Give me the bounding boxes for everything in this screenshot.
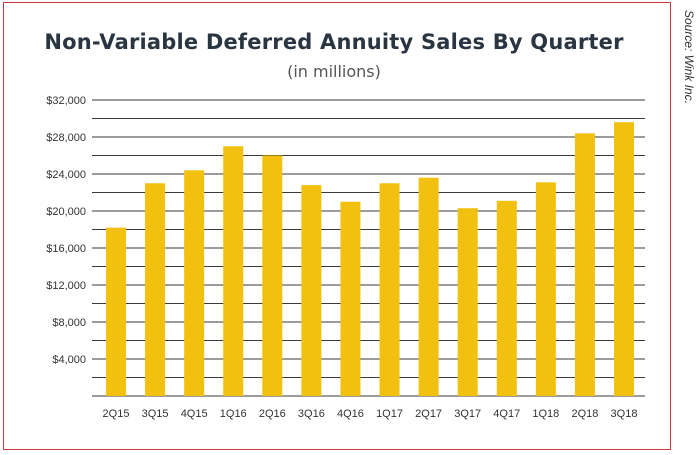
- x-tick-label: 3Q16: [298, 408, 325, 420]
- y-tick-label: $12,000: [46, 280, 86, 292]
- y-tick-label: $16,000: [46, 243, 86, 255]
- x-tick-label: 3Q17: [454, 408, 481, 420]
- bar-3q16: [301, 185, 322, 396]
- gridlines: [92, 99, 645, 397]
- x-tick-label: 4Q15: [181, 408, 208, 420]
- x-tick-label: 1Q16: [220, 408, 247, 420]
- bar-3q15: [145, 183, 166, 396]
- bar-4q16: [340, 201, 361, 396]
- x-tick-label: 4Q16: [337, 408, 364, 420]
- bar-4q17: [496, 200, 517, 396]
- bar-1q17: [379, 183, 400, 396]
- chart-title: Non-Variable Deferred Annuity Sales By Q…: [44, 30, 624, 54]
- bar-3q17: [457, 208, 478, 396]
- x-tick-label: 2Q16: [259, 408, 286, 420]
- x-tick-label: 3Q15: [142, 408, 169, 420]
- bar-1q16: [223, 146, 244, 396]
- chart-subtitle: (in millions): [287, 62, 381, 81]
- y-tick-label: $28,000: [46, 132, 86, 144]
- bar-2q17: [418, 177, 439, 396]
- x-tick-label: 2Q17: [415, 408, 442, 420]
- bar-1q18: [535, 182, 556, 396]
- y-tick-label: $20,000: [46, 206, 86, 218]
- chart-frame: [3, 2, 671, 450]
- y-tick-label: $4,000: [52, 354, 86, 366]
- x-axis-ticks: 2Q15 3Q15 4Q15 1Q16 2Q16 3Q16 4Q16 1Q17 2Q17 3Q17…: [103, 408, 638, 420]
- x-tick-label: 2Q18: [571, 408, 598, 420]
- x-tick-label: 1Q18: [532, 408, 559, 420]
- x-tick-label: 4Q17: [493, 408, 520, 420]
- bar-2q15: [106, 227, 126, 396]
- source-note: Source: Wink Inc.: [682, 10, 696, 104]
- bar-2q16: [262, 155, 283, 396]
- x-tick-label: 1Q17: [376, 408, 403, 420]
- bar-3q18: [614, 122, 634, 396]
- x-tick-label: 3Q18: [611, 408, 638, 420]
- x-tick-label: 2Q15: [103, 408, 130, 420]
- bars: [106, 122, 634, 397]
- bar-2q18: [574, 133, 595, 397]
- y-tick-label: $8,000: [52, 317, 86, 329]
- y-axis-ticks: $4,000 $8,000 $12,000 $16,000 $20,000 $24,000…: [46, 95, 86, 366]
- y-tick-label: $24,000: [46, 169, 86, 181]
- y-tick-label: $32,000: [46, 95, 86, 107]
- bar-4q15: [184, 170, 205, 396]
